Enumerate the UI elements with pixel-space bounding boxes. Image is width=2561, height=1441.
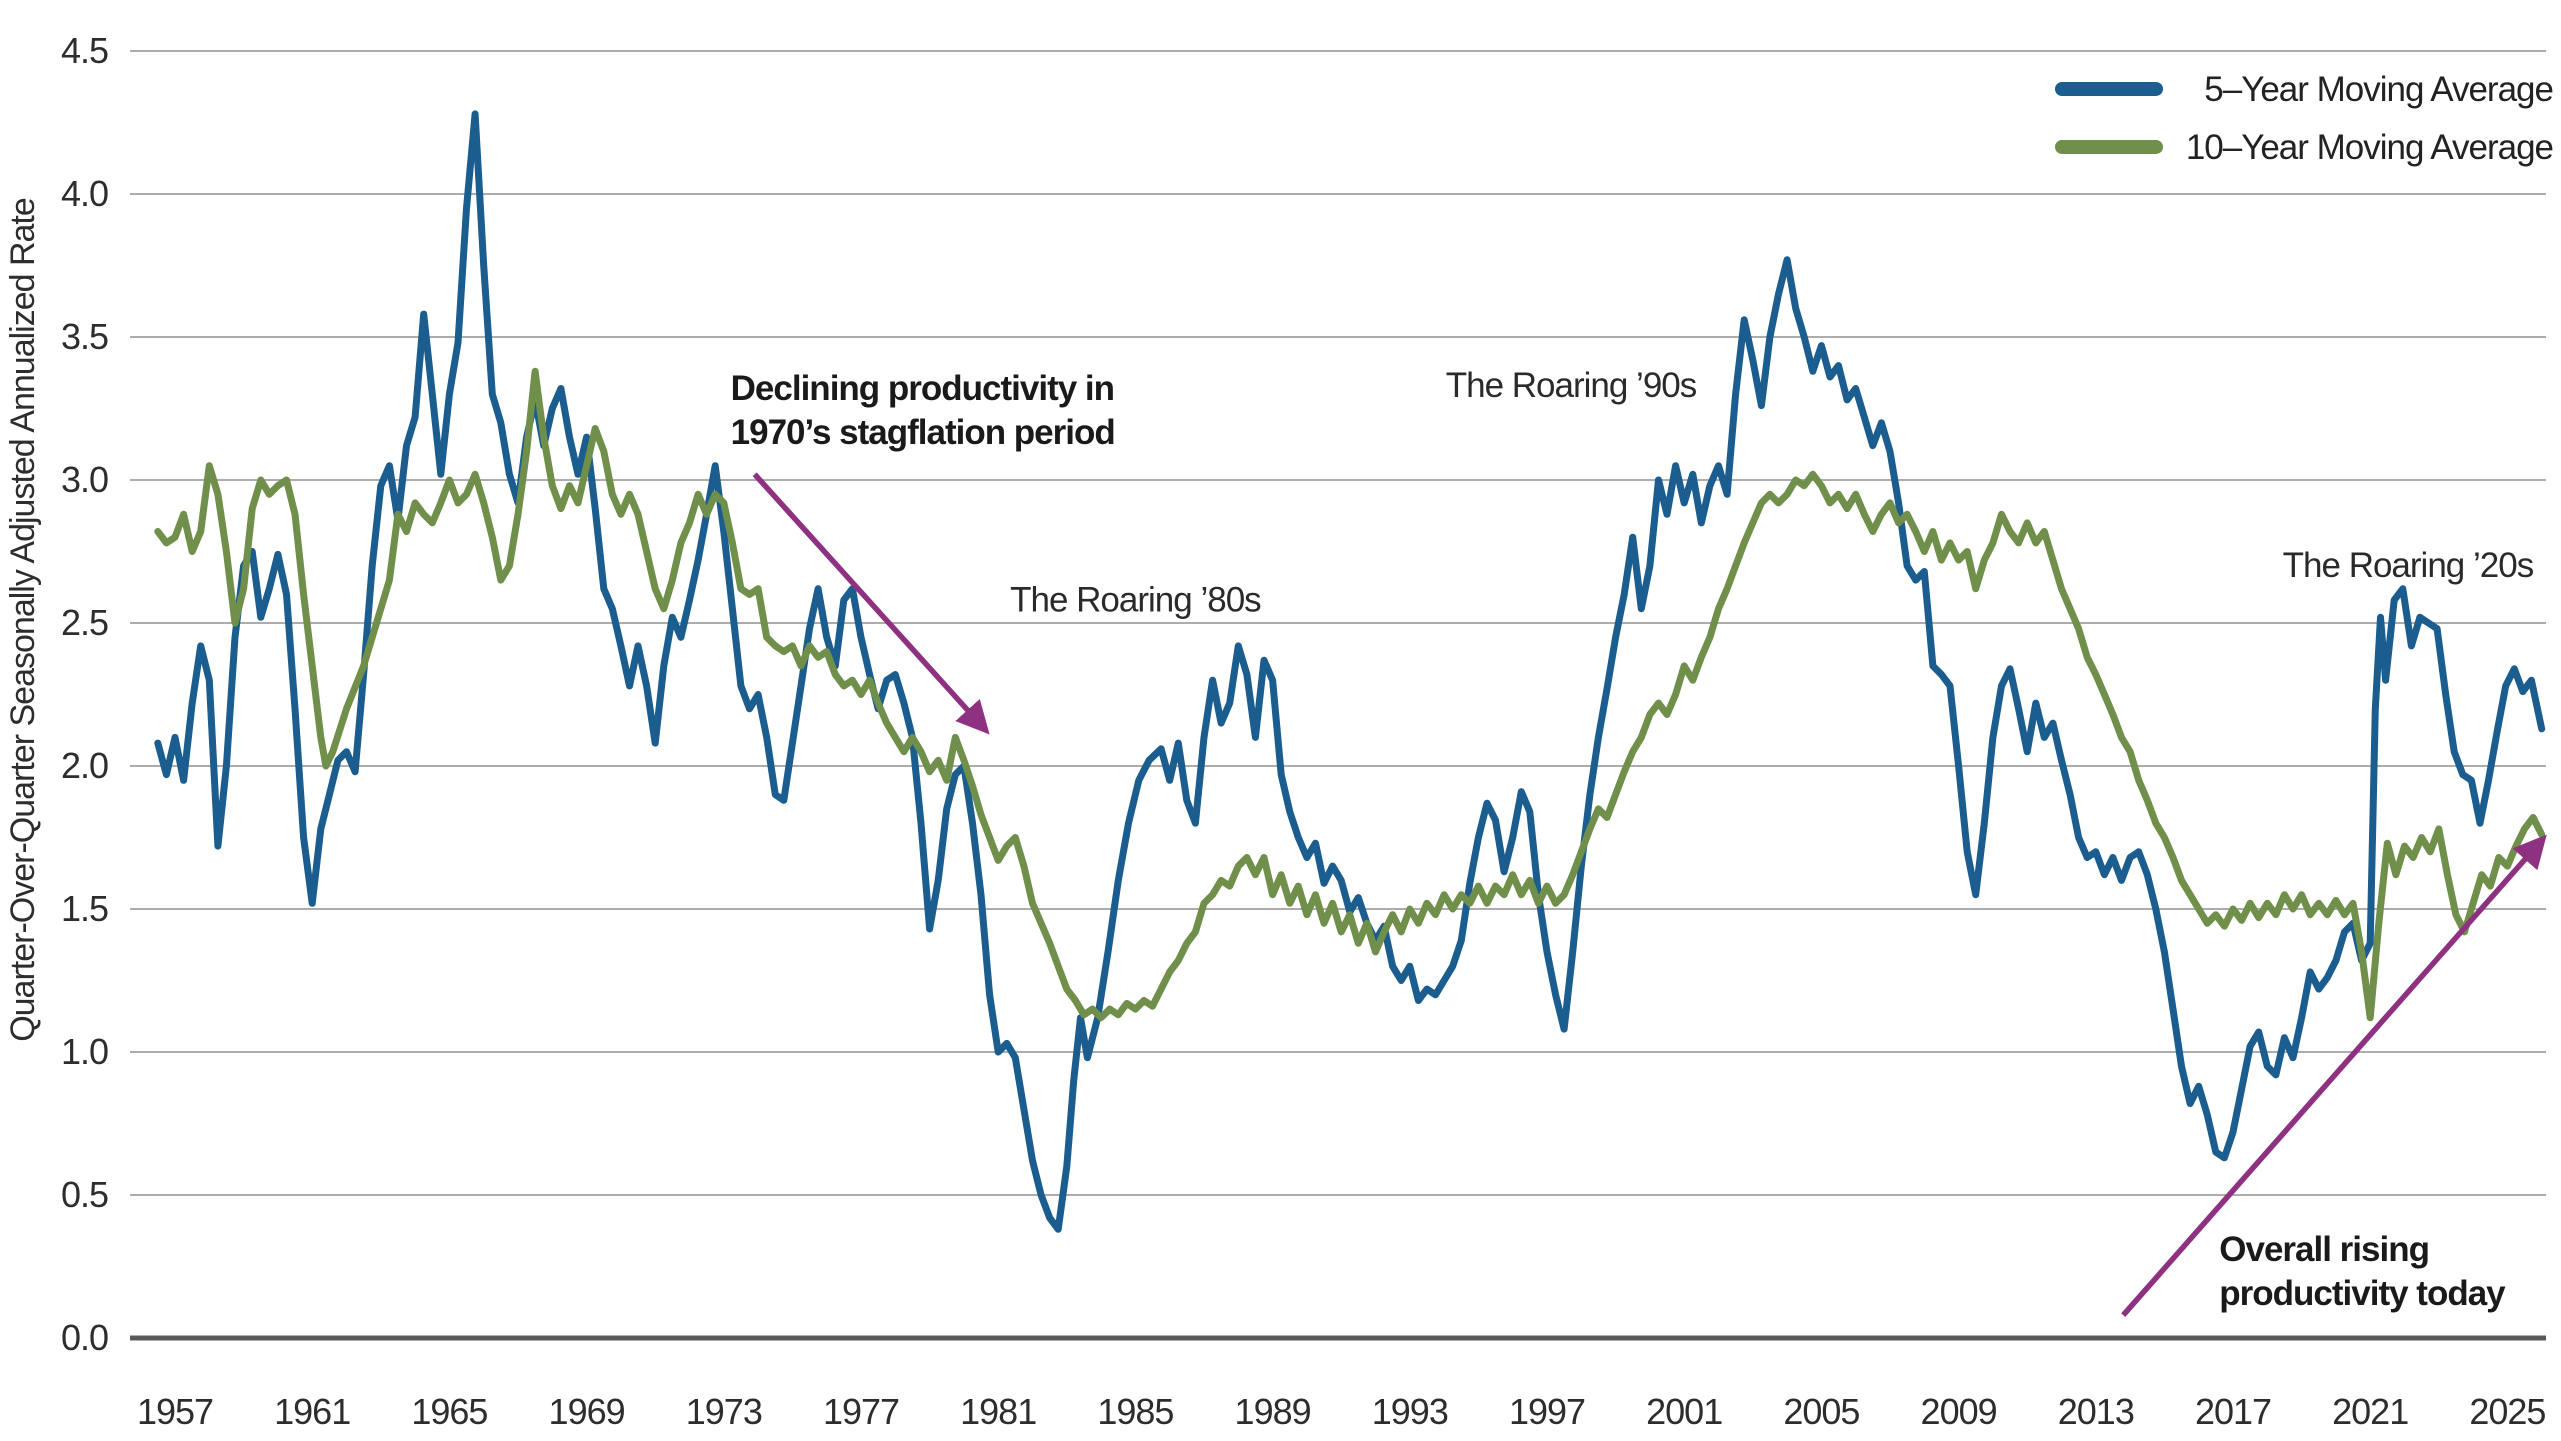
annotation-stagflation: Declining productivity in 1970’s stagflat…: [731, 369, 1115, 452]
annotation-rising-today-line-1: Overall rising: [2219, 1230, 2429, 1269]
x-tick-label-2005: 2005: [1783, 1391, 1859, 1432]
series-10yr-moving-average-line: [154, 367, 2546, 1022]
arrow-rising: [2121, 834, 2547, 1317]
x-tick-label-2013: 2013: [2058, 1391, 2134, 1432]
annotation-rising-today: Overall rising productivity today: [2219, 1230, 2506, 1313]
x-tick-label-1965: 1965: [411, 1391, 487, 1432]
y-tick-label-1.0: 1.0: [61, 1031, 108, 1072]
x-tick-label-2025: 2025: [2469, 1391, 2545, 1432]
x-tick-label-1977: 1977: [823, 1391, 899, 1432]
series-5yr-moving-average-line: [154, 110, 2546, 1233]
y-tick-label-4.5: 4.5: [61, 30, 108, 71]
y-axis-title: Quarter-Over-Quarter Seasonally Adjusted…: [4, 198, 42, 1042]
annotation-roaring-20s-line-1: The Roaring ’20s: [2283, 546, 2534, 585]
legend-label-10yr: 10–Year Moving Average: [2186, 128, 2553, 167]
x-tick-label-1981: 1981: [960, 1391, 1036, 1432]
arrow-stagflation: [752, 472, 990, 735]
x-tick-label-1961: 1961: [274, 1391, 350, 1432]
annotation-stagflation-line-1: Declining productivity in: [731, 369, 1114, 408]
annotation-roaring-80s: The Roaring ’80s: [1010, 581, 1261, 620]
y-tick-label-0.5: 0.5: [61, 1174, 108, 1215]
y-tick-label-2.5: 2.5: [61, 602, 108, 643]
legend-label-5yr: 5–Year Moving Average: [2204, 70, 2553, 109]
x-tick-label-1973: 1973: [686, 1391, 762, 1432]
annotation-roaring-80s-line-1: The Roaring ’80s: [1010, 581, 1261, 620]
annotation-stagflation-line-2: 1970’s stagflation period: [731, 413, 1115, 452]
x-tick-label-1957: 1957: [137, 1391, 213, 1432]
x-tick-label-2009: 2009: [1921, 1391, 1997, 1432]
x-tick-label-2001: 2001: [1646, 1391, 1722, 1432]
annotation-roaring-90s: The Roaring ’90s: [1446, 366, 1697, 405]
x-tick-label-1993: 1993: [1372, 1391, 1448, 1432]
x-tick-label-1989: 1989: [1235, 1391, 1311, 1432]
y-tick-label-0.0: 0.0: [61, 1317, 108, 1358]
annotation-rising-today-line-2: productivity today: [2219, 1274, 2506, 1313]
y-tick-label-3.5: 3.5: [61, 316, 108, 357]
y-tick-label-2.0: 2.0: [61, 745, 108, 786]
x-tick-label-2017: 2017: [2195, 1391, 2271, 1432]
x-tick-label-1997: 1997: [1509, 1391, 1585, 1432]
x-tick-label-1969: 1969: [549, 1391, 625, 1432]
y-tick-label-4.0: 4.0: [61, 173, 108, 214]
y-tick-label-3.0: 3.0: [61, 459, 108, 500]
annotation-roaring-20s: The Roaring ’20s: [2283, 546, 2534, 585]
annotation-roaring-90s-line-1: The Roaring ’90s: [1446, 366, 1697, 405]
x-tick-label-1985: 1985: [1097, 1391, 1173, 1432]
y-tick-label-1.5: 1.5: [61, 888, 108, 929]
x-tick-label-2021: 2021: [2332, 1391, 2408, 1432]
